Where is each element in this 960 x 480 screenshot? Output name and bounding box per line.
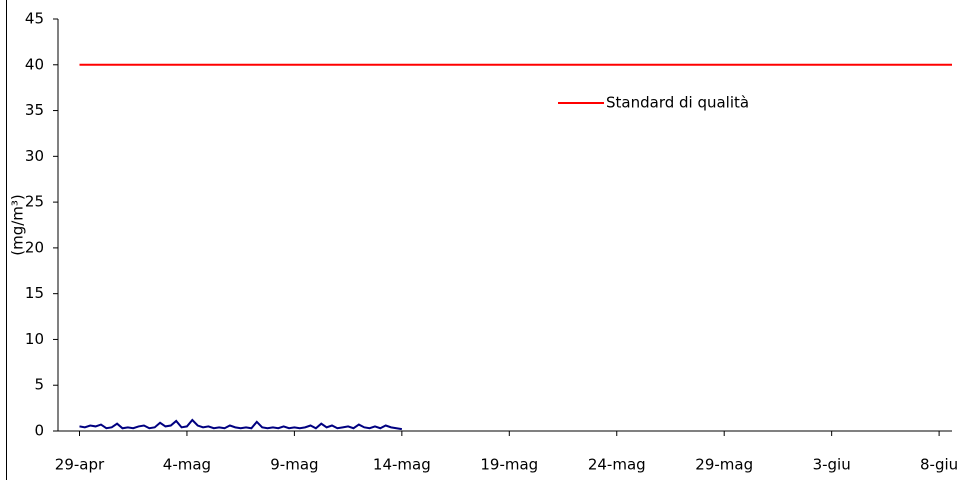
y-tick-label: 20 <box>25 238 44 256</box>
x-tick-label: 19-mag <box>480 456 538 474</box>
y-tick-label: 10 <box>25 330 44 348</box>
x-tick-label: 29-mag <box>695 456 753 474</box>
y-axis-label: (mg/m³) <box>9 194 27 256</box>
x-tick-label: 8-giu <box>920 456 958 474</box>
y-tick-label: 45 <box>25 10 44 28</box>
y-tick-label: 5 <box>34 376 44 394</box>
x-tick-label: 24-mag <box>588 456 646 474</box>
x-tick-label: 14-mag <box>373 456 431 474</box>
chart-frame <box>6 0 7 480</box>
legend-label: Standard di qualità <box>606 94 749 112</box>
y-tick-label: 15 <box>25 284 44 302</box>
y-tick-label: 40 <box>25 55 44 73</box>
x-tick-label: 29-apr <box>55 456 105 474</box>
x-tick-label: 4-mag <box>163 456 211 474</box>
y-tick-label: 35 <box>25 101 44 119</box>
y-tick-label: 0 <box>34 422 44 440</box>
series-line <box>79 418 403 431</box>
x-tick-label: 9-mag <box>270 456 318 474</box>
y-tick-label: 25 <box>25 193 44 211</box>
y-tick-label: 30 <box>25 147 44 165</box>
x-tick-label: 3-giu <box>813 456 851 474</box>
